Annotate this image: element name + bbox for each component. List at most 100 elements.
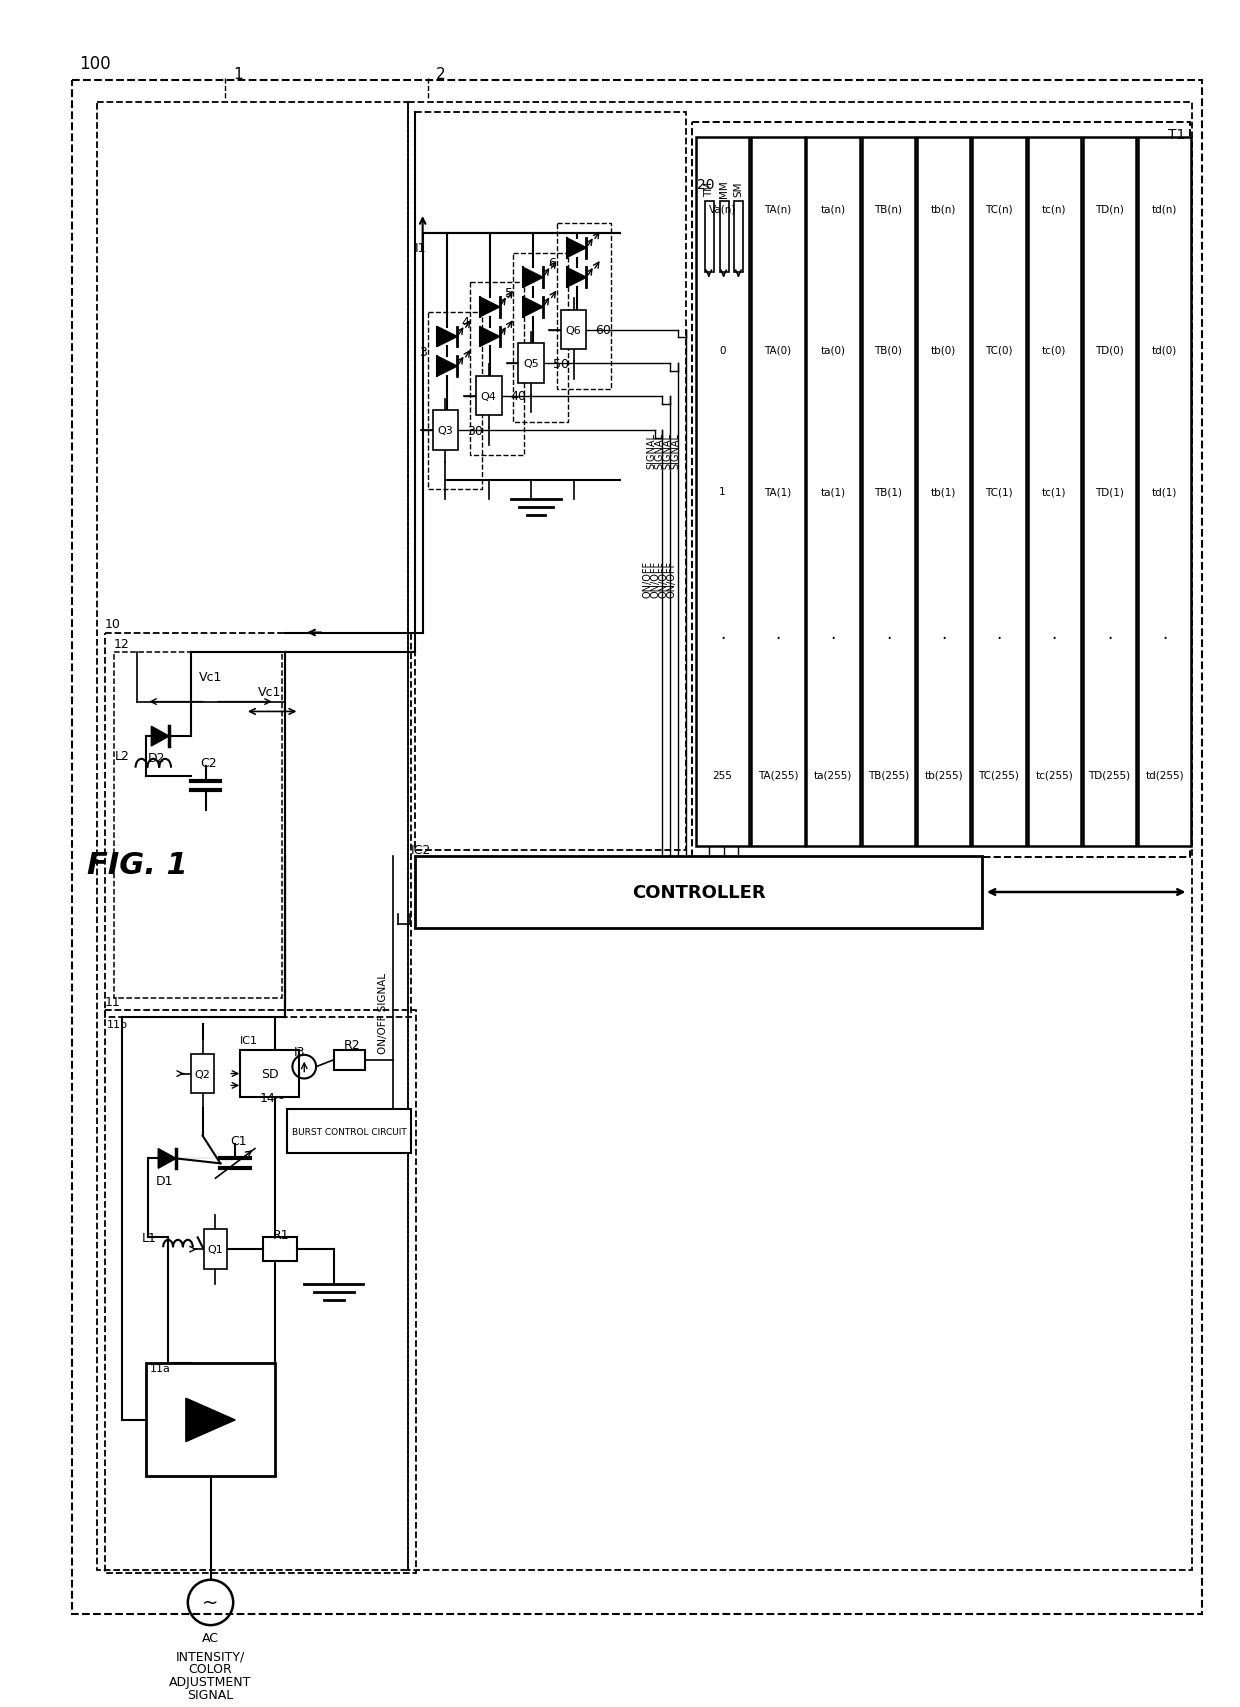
Text: 255: 255 <box>713 770 733 780</box>
Text: AC: AC <box>202 1632 219 1644</box>
Polygon shape <box>151 727 169 746</box>
Text: 11: 11 <box>105 995 120 1009</box>
Polygon shape <box>414 857 982 929</box>
Text: ON/OFF: ON/OFF <box>666 560 676 597</box>
Polygon shape <box>146 1362 274 1477</box>
Text: L1: L1 <box>141 1231 156 1244</box>
Text: T1: T1 <box>1168 128 1185 142</box>
Text: COLOR: COLOR <box>188 1663 232 1675</box>
Text: SIGNAL: SIGNAL <box>655 432 665 469</box>
Text: SIGNAL: SIGNAL <box>187 1688 233 1700</box>
Text: TA(0): TA(0) <box>764 345 791 355</box>
Text: I3: I3 <box>294 1046 305 1058</box>
Polygon shape <box>480 297 500 318</box>
Text: TB(255): TB(255) <box>868 770 909 780</box>
Text: .: . <box>720 625 725 644</box>
Text: tb(1): tb(1) <box>931 486 956 497</box>
Text: 100: 100 <box>79 55 110 73</box>
Polygon shape <box>438 328 458 347</box>
Text: .: . <box>1107 625 1112 644</box>
Text: Va(n): Va(n) <box>709 203 737 213</box>
Text: 20: 20 <box>697 178 714 191</box>
Text: 5: 5 <box>505 287 512 299</box>
Text: Q3: Q3 <box>438 427 454 435</box>
Text: TA(255): TA(255) <box>758 770 799 780</box>
Text: 30: 30 <box>467 425 482 437</box>
Text: TC(1): TC(1) <box>985 486 1013 497</box>
Polygon shape <box>288 1110 410 1154</box>
Text: 0: 0 <box>719 345 725 355</box>
Polygon shape <box>203 1229 227 1270</box>
Polygon shape <box>186 1398 236 1442</box>
Polygon shape <box>1028 138 1081 847</box>
Text: SIGNAL: SIGNAL <box>671 432 681 469</box>
Text: BURST CONTROL CIRCUIT: BURST CONTROL CIRCUIT <box>291 1127 407 1137</box>
Polygon shape <box>862 138 915 847</box>
Text: tb(n): tb(n) <box>931 203 956 213</box>
Polygon shape <box>334 1050 366 1070</box>
Text: INTENSITY/: INTENSITY/ <box>176 1649 246 1663</box>
Text: Q6: Q6 <box>565 326 582 335</box>
Polygon shape <box>918 138 970 847</box>
Text: D2: D2 <box>148 751 165 765</box>
Polygon shape <box>567 268 587 288</box>
Text: Vc1: Vc1 <box>258 686 281 698</box>
Text: Q4: Q4 <box>481 391 497 401</box>
Text: .: . <box>1162 625 1167 644</box>
Text: tc(n): tc(n) <box>1042 203 1066 213</box>
Text: .: . <box>885 625 892 644</box>
Text: IC1: IC1 <box>241 1036 258 1045</box>
Polygon shape <box>567 239 587 258</box>
Text: ON/OFF: ON/OFF <box>642 560 652 597</box>
Text: TC(255): TC(255) <box>978 770 1019 780</box>
Text: ta(n): ta(n) <box>821 203 846 213</box>
Text: IC2: IC2 <box>410 843 432 857</box>
Text: td(n): td(n) <box>1152 203 1177 213</box>
Polygon shape <box>476 377 502 417</box>
Text: TB(0): TB(0) <box>874 345 903 355</box>
Text: td(0): td(0) <box>1152 345 1177 355</box>
Text: TD(n): TD(n) <box>1095 203 1123 213</box>
Text: TM: TM <box>704 183 714 196</box>
Text: ON/OFF SIGNAL: ON/OFF SIGNAL <box>378 973 388 1053</box>
Text: SIGNAL: SIGNAL <box>662 432 672 469</box>
Text: SM: SM <box>733 181 744 196</box>
Text: CONTROLLER: CONTROLLER <box>631 884 765 901</box>
Text: 11a: 11a <box>149 1362 170 1372</box>
Text: .: . <box>996 625 1002 644</box>
Polygon shape <box>560 311 587 350</box>
Polygon shape <box>241 1050 299 1098</box>
Polygon shape <box>704 201 714 273</box>
Text: 50: 50 <box>553 357 569 370</box>
Text: D1: D1 <box>155 1174 172 1186</box>
Text: R1: R1 <box>273 1227 289 1241</box>
Text: Vc1: Vc1 <box>198 671 222 685</box>
Text: L2: L2 <box>115 749 130 763</box>
Polygon shape <box>191 1055 215 1094</box>
Text: FIG. 1: FIG. 1 <box>87 850 188 879</box>
Text: .: . <box>1052 625 1056 644</box>
Text: 11b: 11b <box>107 1019 128 1029</box>
Text: 12: 12 <box>114 637 129 650</box>
Polygon shape <box>523 297 543 318</box>
Text: TA(n): TA(n) <box>764 203 791 213</box>
Text: ON/OFF: ON/OFF <box>651 560 661 597</box>
Text: Q2: Q2 <box>195 1069 211 1079</box>
Text: C2: C2 <box>200 756 217 770</box>
Polygon shape <box>438 357 458 377</box>
Text: Q1: Q1 <box>207 1244 223 1255</box>
Text: ADJUSTMENT: ADJUSTMENT <box>170 1675 252 1688</box>
Polygon shape <box>734 201 743 273</box>
Text: ON/OFF: ON/OFF <box>658 560 668 597</box>
Text: 60: 60 <box>595 324 611 336</box>
Text: TC(n): TC(n) <box>985 203 1013 213</box>
Text: C1: C1 <box>229 1135 247 1147</box>
Text: TD(0): TD(0) <box>1095 345 1123 355</box>
Text: ta(255): ta(255) <box>813 770 852 780</box>
Text: TD(255): TD(255) <box>1089 770 1131 780</box>
Text: ~: ~ <box>202 1593 218 1611</box>
Text: .: . <box>831 625 836 644</box>
Text: tc(255): tc(255) <box>1035 770 1073 780</box>
Polygon shape <box>433 411 458 451</box>
Text: 1: 1 <box>233 67 243 82</box>
